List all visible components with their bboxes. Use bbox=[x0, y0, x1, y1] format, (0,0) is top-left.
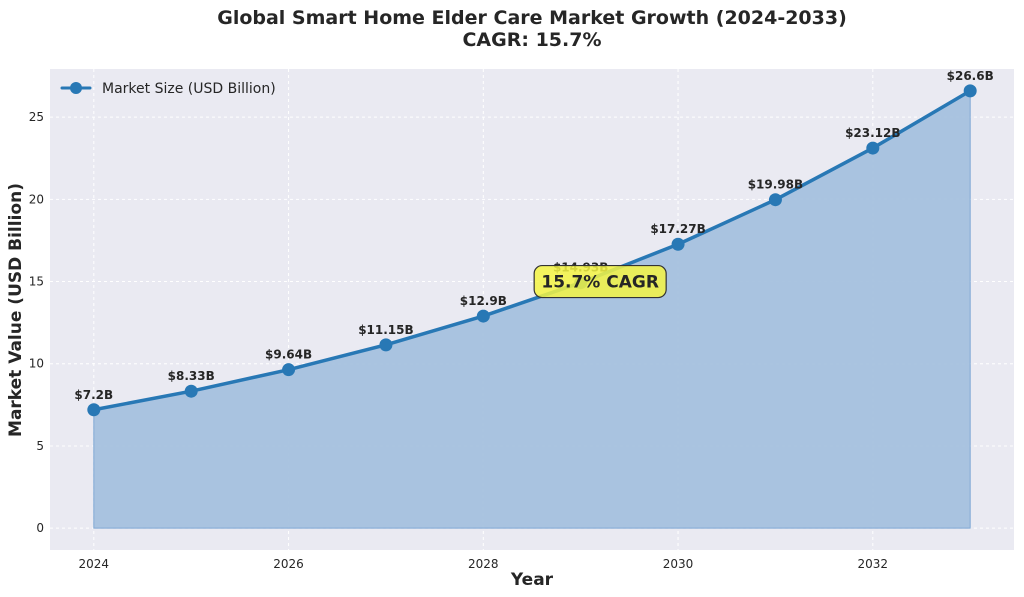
points-layer bbox=[87, 84, 977, 417]
data-label: $19.98B bbox=[748, 178, 803, 192]
series-line bbox=[92, 89, 972, 412]
x-tick-label: 2024 bbox=[79, 557, 110, 571]
x-axis-ticks: 2024 2026 2028 2030 2032 bbox=[79, 557, 889, 571]
data-label: $12.9B bbox=[460, 294, 507, 308]
data-point bbox=[671, 237, 685, 251]
y-tick-label: 10 bbox=[29, 357, 44, 371]
x-tick-label: 2030 bbox=[663, 557, 694, 571]
y-tick-label: 0 bbox=[36, 521, 44, 535]
cagr-annotation: 15.7% CAGR bbox=[533, 264, 667, 299]
data-label: $11.15B bbox=[358, 323, 413, 337]
y-tick-label: 25 bbox=[29, 110, 44, 124]
data-point bbox=[184, 384, 198, 398]
y-tick-label: 20 bbox=[29, 192, 44, 206]
data-label: $9.64B bbox=[265, 348, 312, 362]
data-label: $26.6B bbox=[947, 69, 994, 83]
chart-title: Global Smart Home Elder Care Market Grow… bbox=[217, 7, 847, 29]
data-point bbox=[282, 363, 296, 377]
x-axis-label: Year bbox=[510, 570, 554, 590]
data-point bbox=[963, 84, 977, 98]
data-point bbox=[87, 403, 101, 417]
data-label: $8.33B bbox=[168, 369, 215, 383]
x-tick-label: 2026 bbox=[273, 557, 304, 571]
line-layer bbox=[92, 89, 972, 412]
y-tick-label: 15 bbox=[29, 275, 44, 289]
data-label: $17.27B bbox=[650, 222, 705, 236]
cagr-annotation-text: 15.7% CAGR bbox=[541, 273, 659, 293]
x-tick-label: 2028 bbox=[468, 557, 499, 571]
y-axis-ticks: 0 5 10 15 20 25 bbox=[29, 110, 44, 535]
y-axis-label: Market Value (USD Billion) bbox=[6, 183, 26, 437]
x-tick-label: 2032 bbox=[858, 557, 889, 571]
data-point bbox=[379, 338, 393, 352]
data-point bbox=[866, 141, 880, 155]
y-tick-label: 5 bbox=[36, 439, 44, 453]
cagr-annotation-box bbox=[533, 264, 667, 299]
chart-subtitle: CAGR: 15.7% bbox=[462, 29, 601, 51]
legend-label: Market Size (USD Billion) bbox=[102, 81, 276, 97]
legend: Market Size (USD Billion) bbox=[60, 81, 276, 97]
data-label: $7.2B bbox=[74, 388, 113, 402]
legend-marker bbox=[70, 82, 82, 94]
data-point bbox=[768, 193, 782, 207]
data-label: $23.12B bbox=[845, 126, 900, 140]
data-point bbox=[476, 309, 490, 323]
